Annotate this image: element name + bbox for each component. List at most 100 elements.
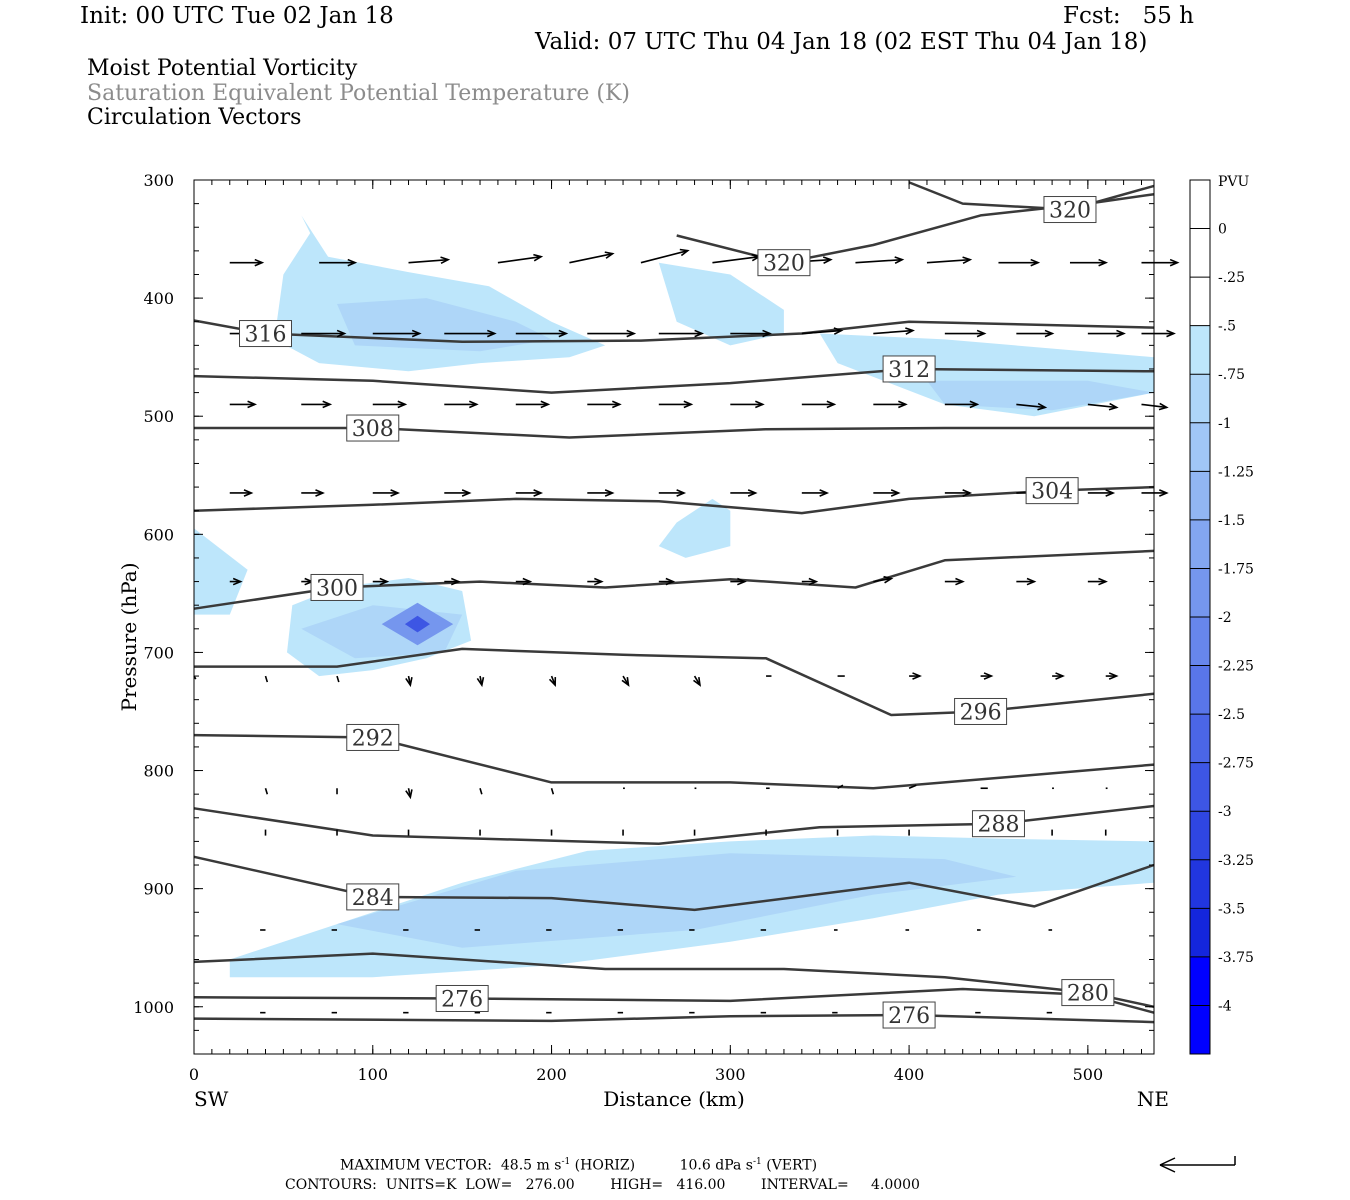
vector-head [679, 248, 690, 257]
vector-head [912, 672, 922, 680]
colorbar-swatch [1190, 374, 1210, 424]
direction-left-label: SW [194, 1087, 229, 1111]
colorbar-level: -3.5 [1218, 901, 1245, 917]
colorbar-level: -.5 [1218, 319, 1236, 335]
contour-label-box [954, 697, 1008, 725]
vector-head [1108, 672, 1119, 680]
contour-label-box [346, 414, 400, 442]
vector-head [969, 400, 980, 409]
colorbar-swatch [1190, 180, 1210, 230]
vector-head [1026, 577, 1037, 586]
vector-head [755, 400, 765, 409]
vector-head [1098, 258, 1109, 267]
circulation-vector [336, 675, 340, 683]
vector-head [747, 489, 758, 497]
pv-region [404, 615, 430, 633]
y-tick-label: 600 [143, 525, 174, 544]
contour-label-box [971, 810, 1025, 838]
pv-region [194, 528, 248, 615]
field-title-pv: Moist Potential Vorticity [87, 56, 358, 81]
vector-head [336, 329, 347, 338]
colorbar-level: -.75 [1218, 367, 1245, 383]
x-tick-label: 500 [1073, 1065, 1104, 1084]
colorbar-level: -2.25 [1218, 659, 1254, 675]
circulation-vector [908, 784, 917, 789]
colorbar-swatch [1190, 908, 1210, 958]
vector-head [665, 577, 676, 586]
x-tick-label: 300 [715, 1065, 746, 1084]
vector-head [476, 677, 485, 688]
circulation-vector [837, 784, 844, 789]
vector-head [468, 400, 479, 409]
vector-head [1159, 489, 1169, 497]
theta-contour-line [193, 1013, 1155, 1024]
vector-head [322, 400, 333, 409]
vector-head [955, 577, 965, 586]
contour-label-box [882, 1001, 936, 1029]
x-tick-label: 400 [894, 1065, 925, 1084]
vector-head [1158, 402, 1169, 411]
contour-label-box [346, 883, 400, 911]
vector-head [612, 400, 622, 409]
theta-contour-line [193, 733, 1155, 790]
circulation-vector [873, 577, 892, 583]
vector-head [533, 489, 544, 497]
colorbar-level: -2.75 [1218, 756, 1254, 772]
vector-head [808, 577, 819, 586]
colorbar-swatch [1190, 762, 1210, 812]
vector-head [247, 400, 258, 409]
colorbar-level: 0 [1218, 222, 1227, 238]
vector-head [548, 677, 557, 687]
contour-label: 320 [1049, 199, 1091, 224]
vector-head [1044, 329, 1055, 338]
contour-label: 308 [352, 417, 394, 442]
circulation-vector [264, 788, 269, 795]
contour-label-box [882, 355, 936, 383]
vector-head [390, 489, 401, 497]
pv-region [658, 262, 784, 346]
contour-label: 300 [316, 576, 358, 601]
max-vert-exp: -1 [752, 1157, 762, 1167]
vector-head [540, 400, 551, 409]
vector-head [232, 577, 243, 586]
vector-head [1098, 577, 1108, 586]
vector-head [1169, 258, 1180, 267]
axes: 300 400 500 600 700 800 900 1000 0 100 200 300 400 50… [117, 171, 1169, 1111]
field-title-vectors: Circulation Vectors [87, 105, 302, 130]
theta-contour-line [908, 181, 1155, 211]
x-tick-label: 100 [357, 1065, 388, 1084]
vector-head [450, 577, 461, 586]
circulation-vector [550, 788, 555, 795]
vector-head [694, 329, 705, 338]
circulation-vector [855, 258, 903, 264]
contour-label-box [239, 320, 293, 348]
vector-head [1108, 402, 1119, 411]
colorbar-level: -1 [1218, 416, 1232, 432]
pv-shading [194, 215, 1155, 978]
y-tick-label: 700 [143, 643, 174, 662]
max-horiz-value: 48.5 m s [500, 1157, 562, 1174]
circulation-vector [801, 329, 842, 335]
vector-head [962, 256, 973, 265]
contour-label: 316 [245, 323, 287, 348]
y-tick-label: 1000 [133, 998, 174, 1017]
contour-label: 296 [960, 700, 1002, 725]
colorbar-swatch [1190, 519, 1210, 569]
vector-head [347, 258, 358, 267]
theta-contour-line [193, 485, 1155, 515]
contour-label-box [346, 723, 400, 751]
contours-info: CONTOURS: UNITS=K LOW= 276.00 HIGH= 416.… [285, 1177, 920, 1193]
contour-label-box [1061, 979, 1115, 1007]
vector-head [405, 677, 413, 688]
vector-head [1166, 329, 1176, 338]
pv-region [337, 853, 1017, 948]
vector-head [1030, 258, 1041, 267]
theta-contour-line [193, 367, 1155, 394]
contour-label: 292 [352, 726, 394, 751]
circulation-vector [497, 255, 542, 264]
circulation-vector [640, 249, 688, 264]
vector-head [819, 489, 830, 497]
vector-head [676, 489, 687, 497]
contour-labels: 320 320 316 312 308 304 300 296 292 288 284 280 276 2… [239, 196, 1115, 1029]
